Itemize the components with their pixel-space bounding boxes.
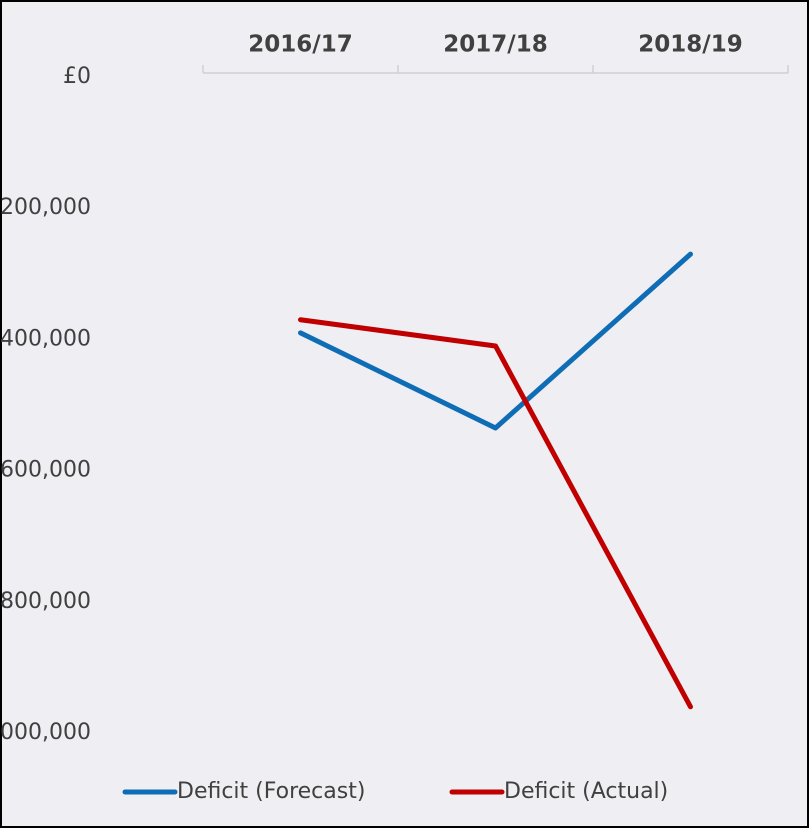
y-tick-label: -£400,000 [0, 326, 91, 351]
y-tick-label: -£200,000 [0, 195, 91, 220]
data-line [298, 317, 693, 710]
data-line [298, 251, 693, 431]
legend-label: Deficit (Forecast) [177, 779, 365, 804]
y-tick-label: -£800,000 [0, 589, 91, 614]
legend-label: Deficit (Actual) [504, 779, 668, 804]
x-tick-label: 2016/17 [248, 32, 352, 58]
y-tick-label: £0 [63, 64, 91, 89]
x-tick-label: 2017/18 [443, 32, 547, 58]
x-tick-label: 2018/19 [638, 32, 742, 58]
y-tick-label: -£600,000 [0, 458, 91, 483]
y-tick-label: -£1,000,000 [0, 720, 91, 745]
